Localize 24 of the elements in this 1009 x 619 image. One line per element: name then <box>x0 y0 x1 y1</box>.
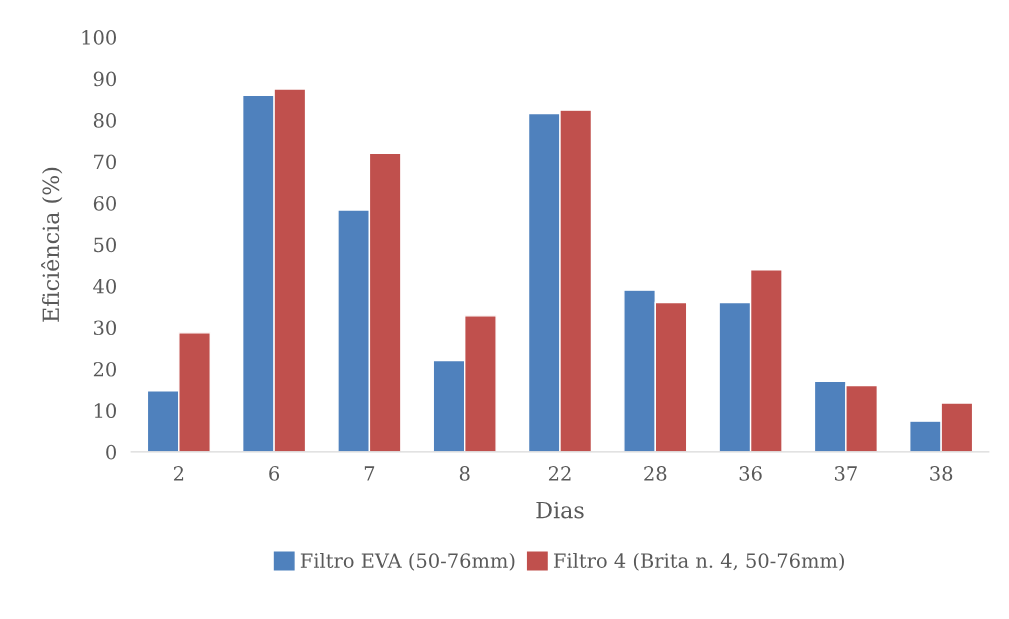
x-tick-label: 6 <box>269 466 280 481</box>
y-tick-label: 70 <box>94 154 116 170</box>
x-tick-label: 38 <box>930 466 953 481</box>
legend-label: Filtro 4 (Brita n. 4, 50-76mm) <box>553 552 844 571</box>
legend-label: Filtro EVA (50-76mm) <box>300 552 515 571</box>
x-tick-label: 8 <box>459 466 470 481</box>
y-tick-label: 60 <box>93 195 116 211</box>
y-tick-label: 90 <box>93 71 116 87</box>
x-tick-label: 2 <box>173 466 184 481</box>
y-tick-label: 0 <box>106 444 116 460</box>
y-tick-label: 10 <box>94 403 116 419</box>
x-tick-label: 22 <box>548 466 571 481</box>
y-tick-label: 40 <box>93 278 116 294</box>
y-tick-label: 20 <box>93 361 116 377</box>
x-tick-label: 36 <box>739 466 762 481</box>
y-tick-label: 30 <box>94 320 116 336</box>
y-axis-title: Eficiência (%) <box>41 167 63 322</box>
x-tick-label: 37 <box>834 466 857 481</box>
x-axis-title: Dias <box>536 501 584 519</box>
y-tick-label: 100 <box>82 30 116 45</box>
y-tick-label: 50 <box>94 237 116 253</box>
y-tick-label: 80 <box>93 113 116 128</box>
x-tick-label: 28 <box>644 466 667 481</box>
x-tick-label: 7 <box>364 466 375 481</box>
